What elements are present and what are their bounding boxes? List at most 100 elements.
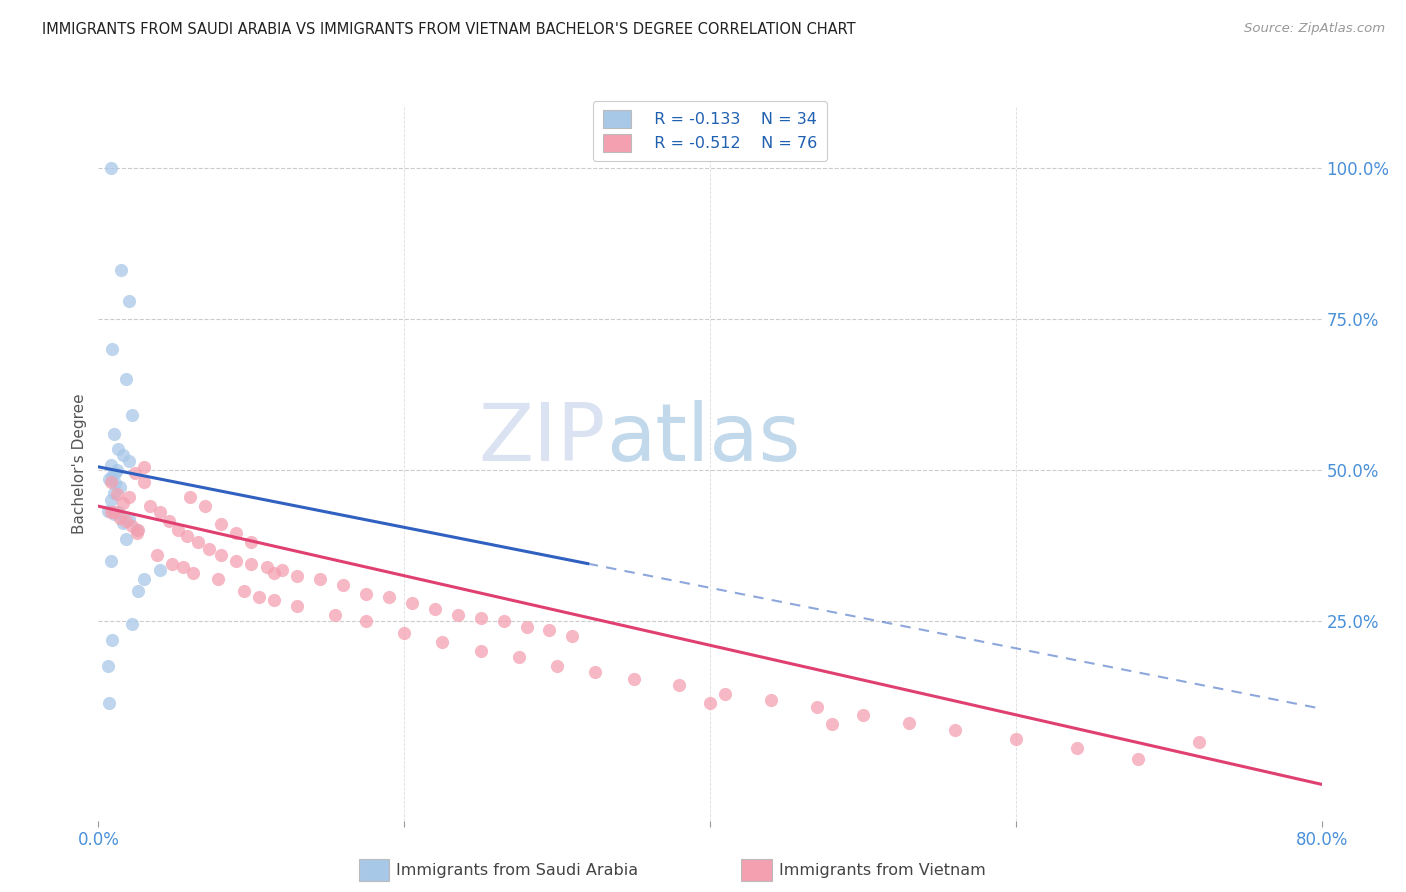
Point — [145, 548, 167, 562]
Point — [101, 342, 124, 356]
Point — [179, 490, 201, 504]
Point — [134, 475, 156, 489]
Point — [124, 466, 146, 480]
Point — [423, 602, 446, 616]
Text: Immigrants from Vietnam: Immigrants from Vietnam — [779, 863, 986, 878]
Point — [100, 505, 122, 519]
Legend:   R = -0.133    N = 34,   R = -0.512    N = 76: R = -0.133 N = 34, R = -0.512 N = 76 — [593, 101, 827, 161]
Point — [115, 514, 138, 528]
Point — [103, 505, 125, 519]
Point — [157, 514, 180, 528]
Y-axis label: Bachelor's Degree: Bachelor's Degree — [72, 393, 87, 534]
Point — [97, 504, 120, 518]
Point — [325, 607, 347, 622]
Point — [197, 541, 219, 556]
Point — [121, 518, 143, 533]
Point — [111, 516, 134, 530]
Point — [127, 583, 149, 598]
Point — [167, 524, 190, 538]
Point — [108, 480, 131, 494]
Point — [354, 587, 377, 601]
Point — [263, 566, 285, 580]
Point — [108, 511, 131, 525]
Point — [98, 472, 121, 486]
Point — [134, 459, 156, 474]
Point — [209, 517, 232, 532]
Point — [100, 161, 122, 175]
Point — [432, 635, 454, 649]
Point — [378, 590, 401, 604]
Point — [110, 263, 132, 277]
Point — [107, 505, 129, 519]
Point — [1128, 752, 1150, 766]
Point — [699, 696, 721, 710]
Point — [118, 490, 141, 504]
Point — [100, 493, 122, 508]
Point — [668, 677, 690, 691]
Text: Source: ZipAtlas.com: Source: ZipAtlas.com — [1244, 22, 1385, 36]
Point — [100, 475, 122, 489]
Point — [354, 614, 377, 628]
Point — [470, 644, 492, 658]
Point — [392, 626, 416, 640]
Point — [118, 454, 141, 468]
Point — [207, 572, 229, 586]
Point — [160, 557, 183, 571]
Point — [561, 629, 583, 643]
Point — [285, 599, 308, 613]
Point — [103, 426, 125, 441]
Point — [209, 548, 232, 562]
Point — [583, 665, 606, 680]
Point — [104, 466, 127, 480]
Point — [105, 463, 128, 477]
Point — [270, 563, 292, 577]
Point — [852, 707, 875, 722]
Point — [546, 659, 568, 673]
Point — [309, 572, 332, 586]
Point — [623, 672, 645, 686]
Text: IMMIGRANTS FROM SAUDI ARABIA VS IMMIGRANTS FROM VIETNAM BACHELOR'S DEGREE CORREL: IMMIGRANTS FROM SAUDI ARABIA VS IMMIGRAN… — [42, 22, 856, 37]
Point — [1066, 741, 1088, 756]
Point — [240, 535, 263, 549]
Point — [104, 476, 127, 491]
Point — [118, 293, 141, 308]
Point — [111, 448, 134, 462]
Point — [127, 524, 149, 538]
Point — [100, 553, 122, 567]
Point — [232, 583, 254, 598]
Point — [103, 507, 125, 521]
Text: ZIP: ZIP — [478, 400, 606, 478]
Point — [1188, 735, 1211, 749]
Point — [897, 715, 920, 730]
Point — [181, 566, 204, 580]
Point — [100, 458, 122, 472]
Point — [105, 487, 128, 501]
Point — [1004, 731, 1026, 746]
Point — [176, 529, 198, 543]
Point — [447, 607, 470, 622]
Point — [492, 614, 515, 628]
Point — [714, 687, 737, 701]
Text: atlas: atlas — [606, 400, 800, 478]
Point — [538, 623, 561, 637]
Point — [806, 700, 828, 714]
Point — [240, 557, 263, 571]
Point — [149, 563, 172, 577]
Point — [107, 442, 129, 456]
Point — [821, 717, 844, 731]
Point — [149, 505, 172, 519]
Point — [139, 499, 162, 513]
Point — [125, 524, 148, 538]
Point — [125, 526, 148, 541]
Point — [225, 553, 247, 567]
Point — [98, 696, 121, 710]
Point — [134, 572, 156, 586]
Point — [111, 496, 134, 510]
Point — [118, 512, 141, 526]
Text: Immigrants from Saudi Arabia: Immigrants from Saudi Arabia — [396, 863, 638, 878]
Point — [401, 596, 423, 610]
Point — [172, 559, 194, 574]
Point — [115, 533, 138, 547]
Point — [285, 568, 308, 582]
Point — [332, 578, 354, 592]
